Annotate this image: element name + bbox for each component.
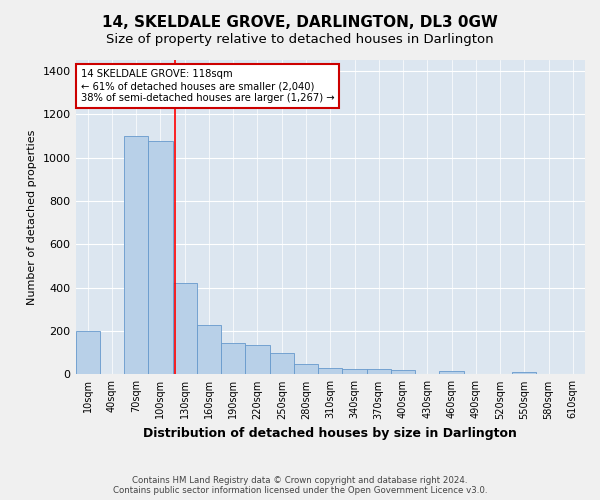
Bar [221,343,245,374]
Bar [148,142,173,374]
X-axis label: Distribution of detached houses by size in Darlington: Distribution of detached houses by size … [143,427,517,440]
Bar [439,370,464,374]
Bar [343,369,367,374]
Bar [197,324,221,374]
Bar [294,364,318,374]
Text: Size of property relative to detached houses in Darlington: Size of property relative to detached ho… [106,32,494,46]
Bar [391,370,415,374]
Bar [318,368,343,374]
Text: 14, SKELDALE GROVE, DARLINGTON, DL3 0GW: 14, SKELDALE GROVE, DARLINGTON, DL3 0GW [102,15,498,30]
Bar [124,136,148,374]
Bar [269,352,294,374]
Y-axis label: Number of detached properties: Number of detached properties [27,130,37,305]
Bar [512,372,536,374]
Bar [245,345,269,374]
Text: Contains HM Land Registry data © Crown copyright and database right 2024.
Contai: Contains HM Land Registry data © Crown c… [113,476,487,495]
Bar [76,331,100,374]
Text: 14 SKELDALE GROVE: 118sqm
← 61% of detached houses are smaller (2,040)
38% of se: 14 SKELDALE GROVE: 118sqm ← 61% of detac… [80,70,334,102]
Bar [173,284,197,374]
Bar [367,369,391,374]
